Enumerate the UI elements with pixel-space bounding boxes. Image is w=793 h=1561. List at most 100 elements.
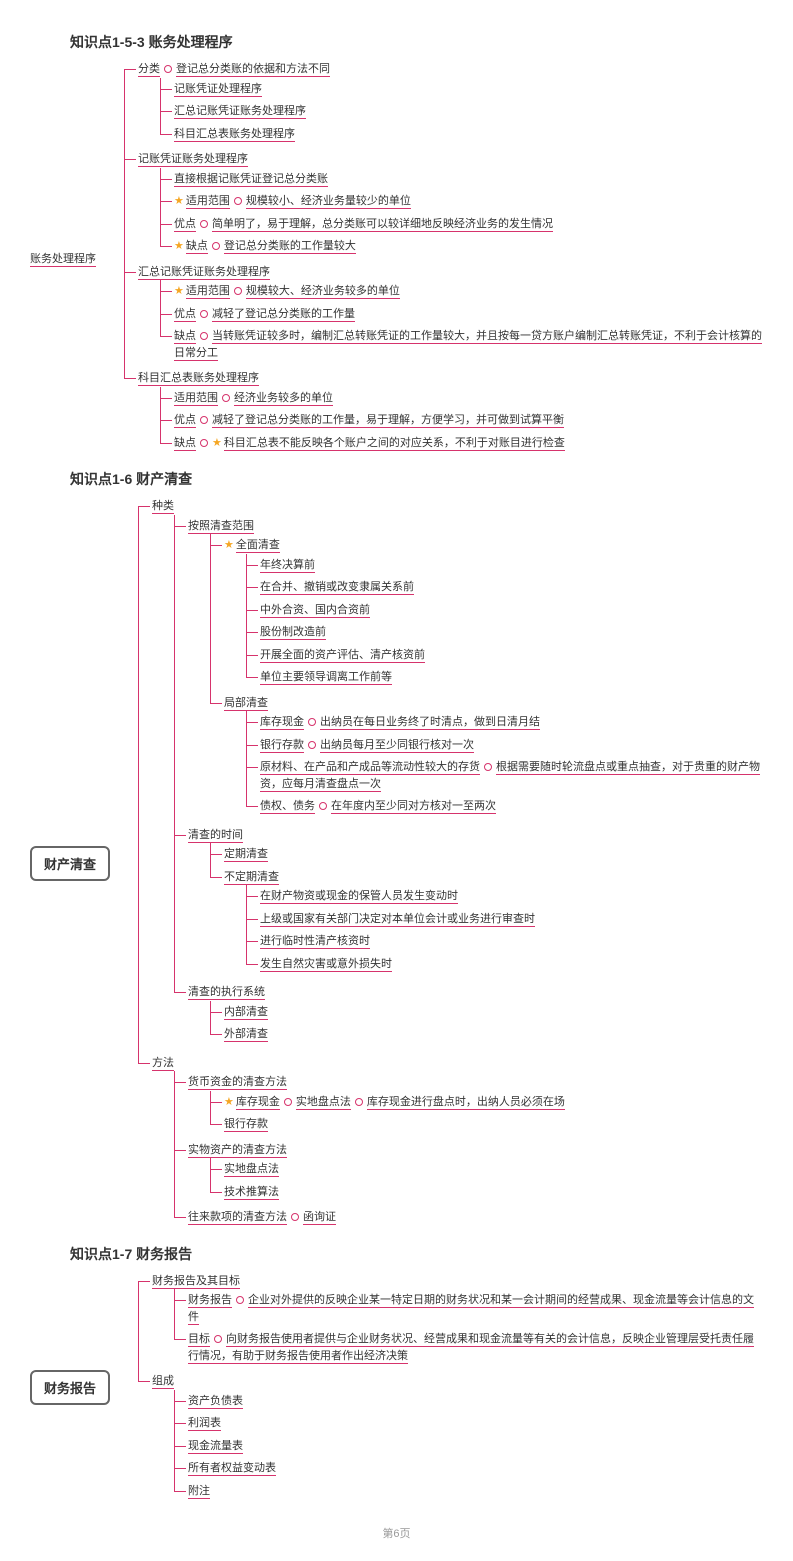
node-label: 股份制改造前 <box>260 626 326 640</box>
tree-node: ★缺点登记总分类账的工作量较大 <box>160 235 763 258</box>
node-tail: 向财务报告使用者提供与企业财务状况、经营成果和现金流量等有关的会计信息，反映企业… <box>188 1333 754 1364</box>
node-label: 实物资产的清查方法 <box>188 1144 287 1158</box>
star-icon: ★ <box>212 437 222 449</box>
node-label: 债权、债务 <box>260 800 315 814</box>
node-tail: 减轻了登记总分类账的工作量，易于理解，方便学习，并可做到试算平衡 <box>212 414 564 428</box>
tree-node: 科目汇总表账务处理程序 <box>160 123 763 146</box>
tree-node: 科目汇总表账务处理程序适用范围经济业务较多的单位优点 减轻了登记总分类账的工作量，… <box>124 367 763 457</box>
root-node: 账务处理程序 <box>30 250 96 266</box>
tree-node: 目标向财务报告使用者提供与企业财务状况、经营成果和现金流量等有关的会计信息，反映… <box>174 1328 763 1367</box>
node-label: 全面清查 <box>236 539 280 553</box>
node-tail: 规模较小、经济业务量较少的单位 <box>246 195 411 209</box>
node-label: 技术推算法 <box>224 1186 279 1200</box>
tree-node: 实物资产的清查方法实地盘点法技术推算法 <box>174 1139 763 1207</box>
tree-node: 银行存款 出纳员每月至少同银行核对一次 <box>246 734 763 757</box>
node-tail: 企业对外提供的反映企业某一特定日期的财务状况和某一会计期间的经营成果、现金流量等… <box>188 1294 754 1325</box>
node-label: 银行存款 <box>224 1118 268 1132</box>
tree-node: 定期清查 <box>210 843 763 866</box>
tree-node: 缺点当转账凭证较多时，编制汇总转账凭证的工作量较大，并且按每一贷方账户编制汇总转… <box>160 325 763 364</box>
node-label: 记账凭证处理程序 <box>174 83 262 97</box>
tree-root: 种类按照清查范围★全面清查年终决算前在合并、撤销或改变隶属关系前中外合资、国内合… <box>116 495 763 1232</box>
node-label: 优点 <box>174 414 196 428</box>
section-title: 知识点1-7 财务报告 <box>70 1244 763 1264</box>
connector-dot <box>355 1098 363 1106</box>
tree-node: 上级或国家有关部门决定对本单位会计或业务进行审查时 <box>246 908 763 931</box>
node-label: 库存现金 <box>236 1096 280 1110</box>
node-label: 财务报告 <box>188 1294 232 1308</box>
tree-node: 优点 减轻了登记总分类账的工作量，易于理解，方便学习，并可做到试算平衡 <box>160 409 763 432</box>
star-icon: ★ <box>174 285 184 297</box>
tree-node: ★适用范围规模较小、经济业务量较少的单位 <box>160 190 763 213</box>
node-tail: 出纳员每月至少同银行核对一次 <box>320 739 474 753</box>
tree-node: 货币资金的清查方法★库存现金实地盘点法库存现金进行盘点时，出纳人员必须在场银行存… <box>174 1071 763 1139</box>
tree-node: 直接根据记账凭证登记总分类账 <box>160 168 763 191</box>
node-tail: 在年度内至少同对方核对一至两次 <box>331 800 496 814</box>
root-label: 账务处理程序 <box>30 253 96 267</box>
page-footer: 第6页 <box>30 1525 763 1541</box>
node-label: 银行存款 <box>260 739 304 753</box>
tree-node: 种类按照清查范围★全面清查年终决算前在合并、撤销或改变隶属关系前中外合资、国内合… <box>138 495 763 1052</box>
star-icon: ★ <box>174 240 184 252</box>
connector-dot <box>200 416 208 424</box>
node-label: 优点 <box>174 308 196 322</box>
node-label: 原材料、在产品和产成品等流动性较大的存货 <box>260 761 480 775</box>
node-tail: 减轻了登记总分类账的工作量 <box>212 308 355 322</box>
node-label: 财务报告及其目标 <box>152 1275 240 1289</box>
connector-dot <box>200 332 208 340</box>
mindmap-section: 财务报告财务报告及其目标财务报告企业对外提供的反映企业某一特定日期的财务状况和某… <box>30 1270 763 1506</box>
tree-node: 局部清查库存现金出纳员在每日业务终了时清点，做到日清月结银行存款出纳员每月至少同… <box>210 692 763 821</box>
mindmap-section: 财产清查种类按照清查范围★全面清查年终决算前在合并、撤销或改变隶属关系前中外合资… <box>30 495 763 1232</box>
tree-node: 开展全面的资产评估、清产核资前 <box>246 644 763 667</box>
section-title: 知识点1-6 财产清查 <box>70 469 763 489</box>
tree-node: 利润表 <box>174 1412 763 1435</box>
node-label: 方法 <box>152 1057 174 1071</box>
node-label: 所有者权益变动表 <box>188 1462 276 1476</box>
node-tail: 经济业务较多的单位 <box>234 392 333 406</box>
node-label: 开展全面的资产评估、清产核资前 <box>260 649 425 663</box>
connector-dot <box>319 802 327 810</box>
node-label: 中外合资、国内合资前 <box>260 604 370 618</box>
tree-node: 发生自然灾害或意外损失时 <box>246 953 763 976</box>
node-label: 货币资金的清查方法 <box>188 1076 287 1090</box>
node-tail: 出纳员在每日业务终了时清点，做到日清月结 <box>320 716 540 730</box>
root-node: 财产清查 <box>30 846 110 881</box>
tree-node: 库存现金出纳员在每日业务终了时清点，做到日清月结 <box>246 711 763 734</box>
tree-node: ★适用范围规模较大、经济业务较多的单位 <box>160 280 763 303</box>
tree-node: 内部清查 <box>210 1001 763 1024</box>
connector-dot <box>236 1296 244 1304</box>
tree-node: 汇总记账凭证账务处理程序 <box>160 100 763 123</box>
connector-dot <box>222 394 230 402</box>
connector-dot <box>308 741 316 749</box>
tree-root: 分类登记总分类账的依据和方法不同记账凭证处理程序汇总记账凭证账务处理程序科目汇总… <box>102 58 763 457</box>
node-label: 汇总记账凭证账务处理程序 <box>174 105 306 119</box>
node-tail: 登记总分类账的工作量较大 <box>224 240 356 254</box>
tree-root: 财务报告及其目标财务报告企业对外提供的反映企业某一特定日期的财务状况和某一会计期… <box>116 1270 763 1506</box>
tree-node: 记账凭证处理程序 <box>160 78 763 101</box>
node-label: 在合并、撤销或改变隶属关系前 <box>260 581 414 595</box>
tree-node: 外部清查 <box>210 1023 763 1046</box>
node-tail: 函询证 <box>303 1211 336 1225</box>
node-label: 优点 <box>174 218 196 232</box>
node-tail: 登记总分类账的依据和方法不同 <box>176 63 330 77</box>
tree-node: 进行临时性清产核资时 <box>246 930 763 953</box>
node-label: 清查的时间 <box>188 829 243 843</box>
tree-node: 财务报告企业对外提供的反映企业某一特定日期的财务状况和某一会计期间的经营成果、现… <box>174 1289 763 1328</box>
connector-dot <box>484 763 492 771</box>
tree-node: 银行存款 <box>210 1113 763 1136</box>
tree-node: 股份制改造前 <box>246 621 763 644</box>
node-label: 记账凭证账务处理程序 <box>138 153 248 167</box>
tree-node: ★库存现金实地盘点法库存现金进行盘点时，出纳人员必须在场 <box>210 1091 763 1114</box>
node-label: 进行临时性清产核资时 <box>260 935 370 949</box>
tree-node: 所有者权益变动表 <box>174 1457 763 1480</box>
connector-dot <box>284 1098 292 1106</box>
node-label: 科目汇总表账务处理程序 <box>138 372 259 386</box>
tree-node: 资产负债表 <box>174 1390 763 1413</box>
connector-dot <box>214 1335 222 1343</box>
node-label: 直接根据记账凭证登记总分类账 <box>174 173 328 187</box>
star-icon: ★ <box>174 195 184 207</box>
tree-node: 实地盘点法 <box>210 1158 763 1181</box>
tree-node: 按照清查范围★全面清查年终决算前在合并、撤销或改变隶属关系前中外合资、国内合资前… <box>174 515 763 824</box>
connector-dot <box>200 220 208 228</box>
node-label: 现金流量表 <box>188 1440 243 1454</box>
tree-node: 适用范围经济业务较多的单位 <box>160 387 763 410</box>
